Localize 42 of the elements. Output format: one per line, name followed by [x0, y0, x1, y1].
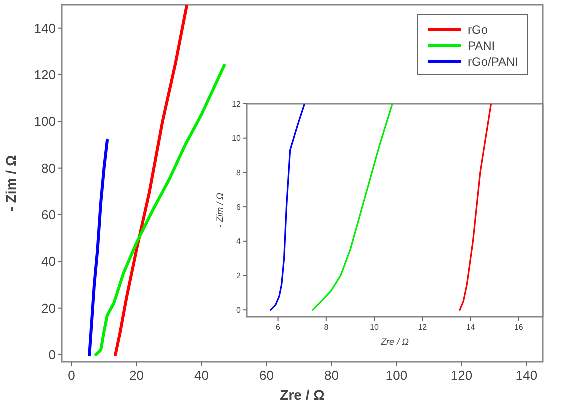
y-tick-label: 6: [236, 202, 242, 212]
y-tick-label: 20: [42, 300, 56, 316]
x-tick-label: 8: [324, 323, 330, 332]
y-tick-label: 0: [236, 306, 242, 315]
x-tick-label: 60: [260, 368, 274, 383]
y-tick-label: 12: [232, 100, 242, 109]
x-tick-label: 0: [68, 368, 76, 383]
y-axis-title: - Zim / Ω: [3, 155, 19, 212]
line-series: [312, 104, 394, 311]
y-tick-label: 0: [48, 348, 56, 363]
x-tick-label: 12: [418, 323, 428, 332]
x-axis-title: Zre / Ω: [280, 387, 325, 403]
legend-label: rGo: [468, 23, 488, 38]
x-tick-label: 16: [514, 323, 524, 332]
x-tick-label: 10: [370, 323, 380, 332]
y-tick-label: 120: [34, 68, 56, 83]
legend-label: rGo/PANI: [468, 55, 518, 70]
y-tick-label: 4: [236, 237, 242, 246]
y-tick-label: 2: [236, 272, 242, 281]
y-tick-label: 40: [42, 254, 56, 270]
x-tick-label: 100: [386, 368, 408, 383]
x-tick-label: 14: [466, 323, 476, 332]
x-axis-title: Zre / Ω: [380, 337, 410, 347]
y-tick-label: 60: [42, 208, 56, 223]
x-tick-label: 120: [450, 368, 473, 383]
y-tick-label: 100: [34, 114, 56, 130]
x-tick-label: 20: [130, 368, 144, 383]
line-series: [114, 5, 189, 356]
y-tick-label: 8: [236, 168, 242, 178]
y-axis-title: - Zim / Ω: [215, 192, 225, 228]
x-tick-label: 40: [194, 368, 209, 383]
line-series: [94, 64, 226, 356]
y-tick-label: 80: [42, 160, 56, 176]
line-series: [270, 104, 306, 311]
line-series: [88, 138, 109, 356]
y-tick-label: 140: [34, 20, 56, 36]
x-tick-label: 80: [324, 368, 339, 383]
y-tick-label: 10: [232, 134, 242, 144]
line-series: [459, 104, 492, 311]
x-tick-label: 6: [276, 323, 282, 332]
x-tick-label: 140: [516, 368, 538, 383]
legend-label: PANI: [468, 39, 496, 54]
